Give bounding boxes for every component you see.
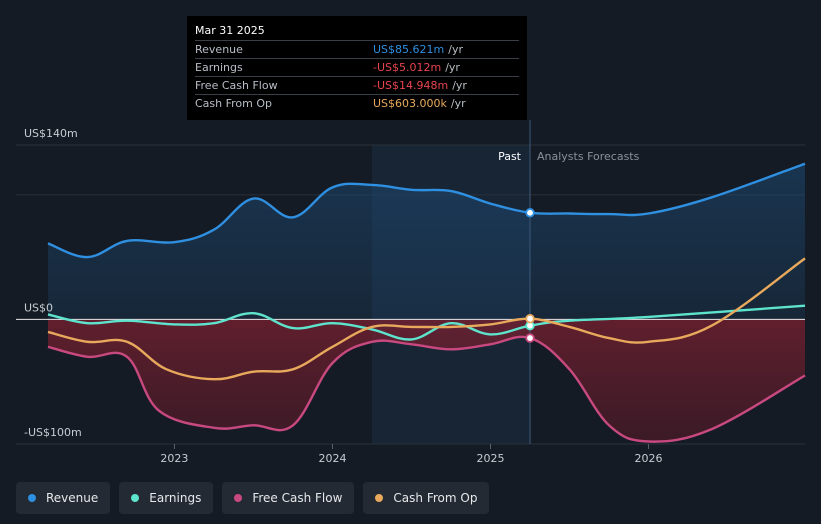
x-tick-label: 2023 bbox=[160, 452, 188, 465]
tooltip-unit: /yr bbox=[445, 61, 460, 74]
tooltip-label: Cash From Op bbox=[195, 97, 273, 110]
tooltip-row-free-cash-flow: Free Cash Flow -US$14.948m /yr bbox=[195, 76, 519, 94]
cash-from-op-marker bbox=[525, 313, 535, 324]
y-axis-labels: US$140m US$0 -US$100m bbox=[24, 127, 82, 439]
free-cash-flow-marker bbox=[525, 333, 535, 343]
x-tick-label: 2025 bbox=[477, 452, 505, 465]
past-label: Past bbox=[498, 150, 522, 163]
legend-item-earnings[interactable]: Earnings bbox=[119, 482, 214, 514]
legend-item-revenue[interactable]: Revenue bbox=[16, 482, 111, 514]
free-cash-flow-line bbox=[47, 335, 806, 443]
tooltip-label: Revenue bbox=[195, 43, 243, 56]
series-lines bbox=[47, 162, 806, 443]
cash-from-op-line bbox=[47, 257, 806, 381]
tooltip-label: Free Cash Flow bbox=[195, 79, 278, 92]
tooltip-row-revenue: Revenue US$85.621m /yr bbox=[195, 40, 519, 58]
legend-dot-icon bbox=[234, 494, 243, 502]
legend-dot-icon bbox=[131, 494, 140, 502]
x-tick-label: 2024 bbox=[318, 452, 346, 465]
tooltip-unit: /yr bbox=[452, 79, 467, 92]
tooltip-unit: /yr bbox=[450, 97, 466, 110]
tooltip-value: US$85.621m bbox=[373, 43, 445, 56]
legend-item-cash-from-op[interactable]: Cash From Op bbox=[363, 482, 490, 514]
series-markers bbox=[525, 208, 535, 343]
free-cash-flow-area bbox=[48, 319, 805, 442]
tooltip-row-cash-from-op: Cash From Op US$603.000k /yr bbox=[195, 94, 519, 112]
y-tick-label: US$0 bbox=[24, 301, 53, 314]
series-areas bbox=[48, 163, 805, 442]
revenue-line bbox=[47, 162, 806, 259]
tooltip-unit: /yr bbox=[448, 43, 463, 56]
tooltip-row-earnings: Earnings -US$5.012m /yr bbox=[195, 58, 519, 76]
legend: Revenue Earnings Free Cash Flow Cash Fro… bbox=[16, 482, 490, 516]
revenue-area bbox=[48, 163, 805, 320]
legend-label: Earnings bbox=[149, 491, 202, 505]
tooltip: Mar 31 2025 Revenue US$85.621m /yr Earni… bbox=[187, 16, 527, 120]
forecast-label: Analysts Forecasts bbox=[537, 150, 640, 163]
tooltip-value: -US$5.012m bbox=[373, 61, 442, 74]
x-tick-label: 2026 bbox=[635, 452, 663, 465]
legend-label: Cash From Op bbox=[393, 491, 478, 505]
y-tick-label: -US$100m bbox=[24, 426, 82, 439]
revenue-marker bbox=[525, 208, 535, 218]
y-tick-label: US$140m bbox=[24, 127, 78, 140]
legend-label: Revenue bbox=[46, 491, 99, 505]
legend-label: Free Cash Flow bbox=[252, 491, 343, 505]
tooltip-value: -US$14.948m bbox=[373, 79, 449, 92]
tooltip-label: Earnings bbox=[195, 61, 243, 74]
tooltip-value: US$603.000k bbox=[373, 97, 447, 110]
tooltip-date: Mar 31 2025 bbox=[195, 24, 265, 37]
legend-dot-icon bbox=[375, 494, 384, 502]
legend-item-free-cash-flow[interactable]: Free Cash Flow bbox=[222, 482, 355, 514]
x-axis-labels: 2023 2024 2025 2026 bbox=[160, 444, 663, 465]
legend-dot-icon bbox=[28, 494, 36, 502]
